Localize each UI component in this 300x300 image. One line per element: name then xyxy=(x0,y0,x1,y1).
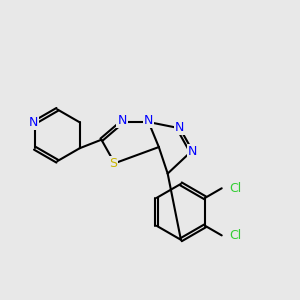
Text: N: N xyxy=(188,145,197,158)
Text: N: N xyxy=(29,116,38,129)
Text: Cl: Cl xyxy=(229,229,241,242)
Text: N: N xyxy=(144,114,153,127)
Text: S: S xyxy=(109,157,117,170)
Text: N: N xyxy=(117,114,127,127)
Text: Cl: Cl xyxy=(229,182,241,195)
Text: N: N xyxy=(175,122,184,134)
